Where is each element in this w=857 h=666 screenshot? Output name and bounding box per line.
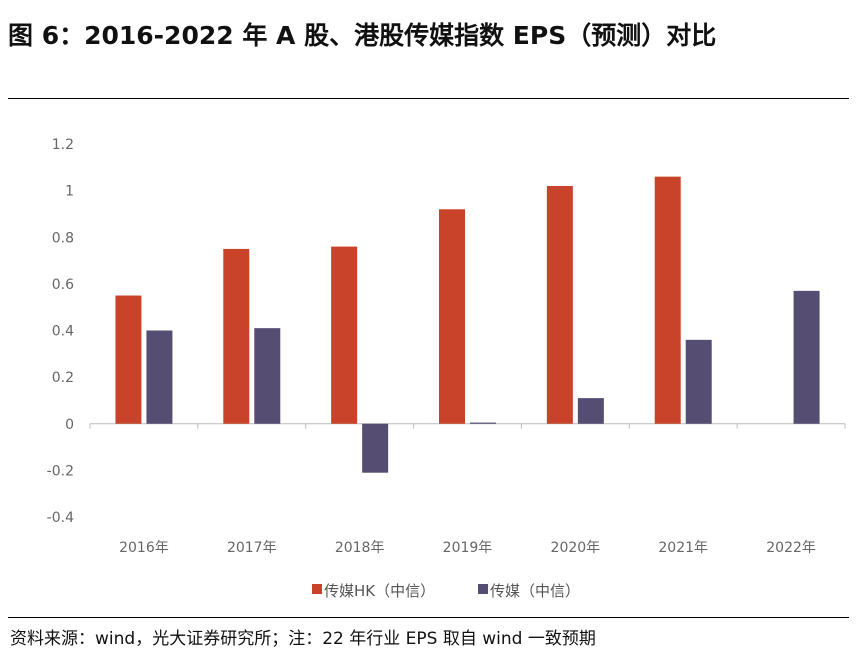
y-tick-label: 0 bbox=[65, 417, 74, 433]
x-tick-label: 2019年 bbox=[443, 540, 493, 556]
y-tick-label: 0.8 bbox=[52, 230, 74, 246]
y-tick-label: 0.6 bbox=[52, 277, 74, 293]
bar-hk-2020年 bbox=[546, 185, 573, 424]
y-tick-label: 0.4 bbox=[52, 324, 74, 340]
y-tick-label: 1 bbox=[65, 184, 74, 200]
source-note: 资料来源：wind，光大证券研究所；注：22 年行业 EPS 取自 wind 一… bbox=[10, 629, 596, 649]
bar-a-2021年 bbox=[685, 339, 712, 424]
figure-title: 图 6：2016-2022 年 A 股、港股传媒指数 EPS（预测）对比 bbox=[8, 21, 717, 50]
bar-hk-2019年 bbox=[439, 209, 465, 424]
x-tick-label: 2018年 bbox=[335, 540, 385, 556]
bar-a-2016年 bbox=[146, 330, 173, 424]
bar-hk-2021年 bbox=[654, 176, 681, 424]
bar-a-2019年 bbox=[470, 422, 496, 424]
bottom-divider bbox=[8, 617, 849, 618]
y-tick-label: -0.2 bbox=[47, 463, 74, 479]
bar-a-2017年 bbox=[254, 328, 281, 424]
legend-label: 传媒HK（中信） bbox=[324, 582, 435, 600]
bar-hk-2018年 bbox=[331, 246, 358, 424]
bar-a-2022年 bbox=[793, 290, 820, 424]
legend-swatch bbox=[478, 584, 488, 594]
y-tick-label: 0.2 bbox=[52, 370, 74, 386]
y-tick-label: -0.4 bbox=[47, 510, 74, 526]
bar-a-2020年 bbox=[577, 398, 604, 424]
bar-hk-2016年 bbox=[115, 295, 142, 424]
x-tick-label: 2022年 bbox=[766, 540, 816, 556]
bar-a-2018年 bbox=[362, 423, 389, 473]
x-tick-label: 2017年 bbox=[227, 540, 277, 556]
legend-swatch bbox=[312, 584, 322, 594]
legend-label: 传媒（中信） bbox=[490, 582, 580, 600]
bar-hk-2017年 bbox=[223, 248, 250, 424]
y-tick-label: 1.2 bbox=[52, 137, 74, 153]
x-tick-label: 2021年 bbox=[658, 540, 708, 556]
x-tick-label: 2020年 bbox=[551, 540, 601, 556]
x-tick-label: 2016年 bbox=[119, 540, 169, 556]
top-divider bbox=[8, 98, 849, 99]
